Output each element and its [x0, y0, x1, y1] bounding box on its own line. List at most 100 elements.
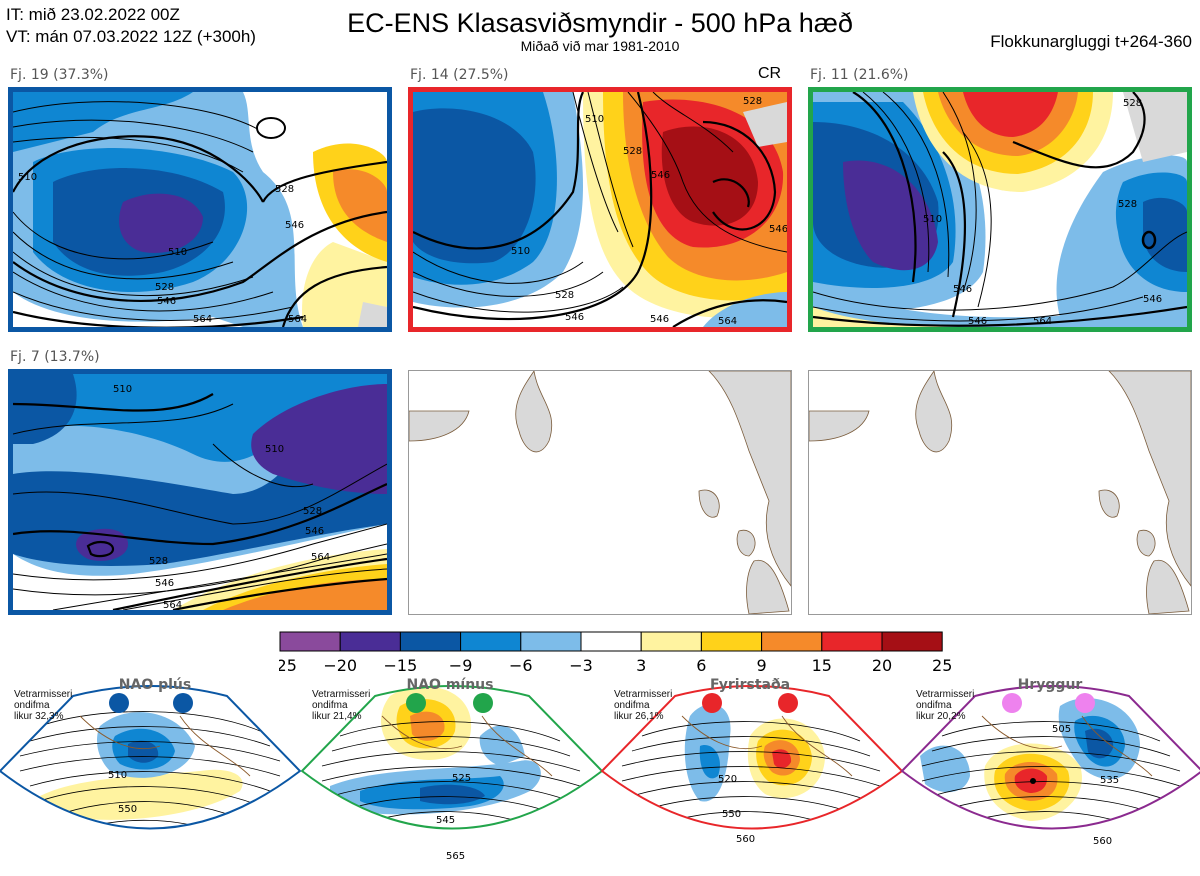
colorbar-tick-label: 6 — [696, 656, 706, 675]
p1-contour-label: 510 — [18, 172, 37, 183]
panel-3-label: Fj. 11 (21.6%) — [810, 67, 909, 83]
regime-dot-ridge-east — [1075, 693, 1095, 713]
p3-contour-label: 546 — [968, 316, 987, 327]
regime-contour-label: 565 — [446, 851, 465, 862]
regime-caption-nao-minus: Vetrarmisseri ondifma likur 21,4% — [312, 689, 371, 722]
colorbar-swatch — [580, 631, 642, 652]
p3-contour-label: 546 — [953, 284, 972, 295]
colorbar-swatch — [761, 631, 823, 652]
p2-contour-label: 546 — [651, 170, 670, 181]
p4-contour-label: 528 — [149, 556, 168, 567]
colorbar-swatch — [700, 631, 763, 652]
p1-contour-label: 546 — [285, 220, 304, 231]
colorbar-swatch — [640, 631, 702, 652]
cluster-map-3: 528 510 528 546 546 546 564 — [808, 87, 1192, 332]
regime-contour-label: 510 — [108, 770, 127, 781]
valid-time: VT: mán 07.03.2022 12Z (+300h) — [6, 27, 256, 46]
p3-contour-label: 564 — [1033, 316, 1052, 327]
regime-dot-blocking-west — [702, 693, 722, 713]
regime-contour-label: 550 — [118, 804, 137, 815]
initial-time: IT: mið 23.02.2022 00Z — [6, 5, 180, 24]
page-title: EC-ENS Klasasviðsmyndir - 500 hPa hæð — [347, 8, 853, 38]
regime-title-nao-plus: NAO plús — [118, 677, 192, 693]
panel-2-badge: CR — [758, 65, 782, 82]
p1-contour-label: 510 — [168, 247, 187, 258]
regime-dot-nao-minus-east — [473, 693, 493, 713]
p1-contour-label: 528 — [275, 184, 294, 195]
regime-dot-nao-plus-west — [109, 693, 129, 713]
page-subtitle: Miðað við mar 1981-2010 — [520, 38, 680, 54]
p4-contour-label: 546 — [305, 526, 324, 537]
p2-contour-label: 528 — [743, 96, 762, 107]
regime-contour-label: 505 — [1052, 724, 1071, 735]
colorbar-swatch — [279, 631, 341, 652]
regime-border-nao-plus — [0, 685, 302, 830]
colorbar: −25 −20 −15 −9 −6 −3 3 6 9 15 20 25 — [263, 631, 959, 681]
p3-contour-label: 546 — [1143, 294, 1162, 305]
regime-title-nao-minus: NAO mínus — [406, 677, 494, 693]
colorbar-tick-label: −6 — [509, 656, 533, 675]
regime-contour-label: 535 — [1100, 775, 1119, 786]
regime-contour-label: 560 — [736, 834, 755, 845]
colorbar-tick-label: 15 — [812, 656, 832, 675]
regime-caption-blocking: Vetrarmisseri ondifma likur 26,1% — [614, 689, 673, 722]
colorbar-swatch — [339, 631, 401, 652]
header-left: IT: mið 23.02.2022 00Z VT: mán 07.03.202… — [6, 4, 256, 48]
p2-contour-label: 528 — [623, 146, 642, 157]
p2-contour-label: 546 — [565, 312, 584, 323]
p2-contour-label: 510 — [511, 246, 530, 257]
regime-title-blocking: Fyrirstaða — [709, 677, 791, 693]
p4-contour-label: 564 — [163, 600, 182, 610]
regime-border-ridge — [900, 685, 1200, 830]
weather-regimes: 510 550 525 545 565 520 550 560 505 535 … — [0, 676, 1200, 871]
p4-contour-label: 528 — [303, 506, 322, 517]
colorbar-tick-label: 25 — [932, 656, 952, 675]
regime-dot-ridge-west — [1002, 693, 1022, 713]
empty-map-6 — [808, 370, 1192, 615]
colorbar-tick-label: −3 — [569, 656, 593, 675]
cluster-map-1: 510 528 546 510 528 546 564 564 — [8, 87, 392, 332]
p2-contour-label: 510 — [585, 114, 604, 125]
regime-dot-nao-plus-east — [173, 693, 193, 713]
regime-border-nao-minus — [300, 685, 604, 830]
regime-contour-label: 525 — [452, 773, 471, 784]
panel-2-label: Fj. 14 (27.5%) — [410, 67, 509, 83]
p4-contour-label: 510 — [113, 384, 132, 395]
p2-contour-label: 528 — [555, 290, 574, 301]
p1-contour-label: 564 — [288, 314, 307, 325]
regime-caption-nao-plus: Vetrarmisseri ondifma likur 32,3% — [14, 689, 73, 722]
p4-contour-label: 564 — [311, 552, 330, 563]
colorbar-tick-label: 9 — [757, 656, 767, 675]
p2-contour-label: 546 — [769, 224, 787, 235]
p2-contour-label: 546 — [650, 314, 669, 325]
p4-contour-label: 510 — [265, 444, 284, 455]
colorbar-swatch — [520, 631, 582, 652]
regime-title-ridge: Hryggur — [1017, 677, 1083, 693]
p2-contour-label: 564 — [718, 316, 737, 327]
cluster-map-4: 510 510 528 546 528 546 564 564 — [8, 369, 392, 615]
classification-window: Flokkunargluggi t+264-360 — [990, 32, 1192, 51]
regime-border-blocking — [600, 685, 904, 830]
colorbar-tick-label: −25 — [279, 656, 297, 675]
regime-caption-ridge: Vetrarmisseri ondifma likur 20,2% — [916, 689, 975, 722]
p1-contour-label: 546 — [157, 296, 176, 307]
p3-contour-label: 528 — [1123, 98, 1142, 109]
regime-contour-label: 560 — [1093, 836, 1112, 847]
p3-contour-label: 528 — [1118, 199, 1137, 210]
colorbar-swatch — [881, 631, 943, 652]
empty-map-5 — [408, 370, 792, 615]
regime-contour-label: 550 — [722, 809, 741, 820]
panel-1-label: Fj. 19 (37.3%) — [10, 67, 109, 83]
colorbar-tick-label: −20 — [323, 656, 357, 675]
colorbar-tick-label: −9 — [449, 656, 473, 675]
p3-contour-label: 510 — [923, 214, 942, 225]
p4-contour-label: 546 — [155, 578, 174, 589]
colorbar-swatch — [821, 631, 883, 652]
colorbar-tick-label: −15 — [384, 656, 418, 675]
regime-contour-label: 520 — [718, 774, 737, 785]
cluster-map-2: 510 528 546 528 510 528 546 546 546 564 — [408, 87, 792, 332]
colorbar-swatch — [460, 631, 522, 652]
p1-contour-label: 564 — [193, 314, 212, 325]
colorbar-tick-label: 20 — [872, 656, 892, 675]
colorbar-tick-label: 3 — [636, 656, 646, 675]
